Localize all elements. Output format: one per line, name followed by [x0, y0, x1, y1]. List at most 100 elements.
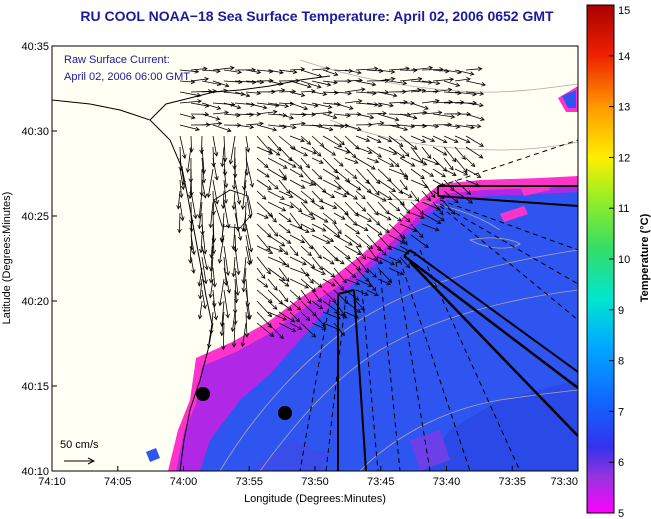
current-vector	[289, 234, 305, 243]
current-vector	[443, 69, 462, 73]
current-vector-head	[231, 272, 237, 278]
current-vector-head	[195, 126, 200, 132]
current-vector	[223, 113, 240, 116]
current-vector	[201, 223, 206, 254]
current-vector-head	[307, 251, 312, 257]
current-vector-head	[294, 251, 299, 257]
current-vector-head	[449, 77, 455, 82]
current-vector	[311, 190, 323, 203]
current-vector	[454, 179, 471, 195]
current-vector	[212, 267, 216, 287]
current-vector	[355, 80, 376, 86]
current-vector	[256, 245, 273, 254]
current-vector-head	[368, 244, 374, 250]
current-vector	[421, 124, 439, 127]
current-vector	[377, 146, 397, 155]
current-vector	[443, 146, 457, 162]
current-vector-head	[275, 151, 281, 156]
current-vector	[377, 102, 394, 107]
current-vector-head	[285, 189, 291, 195]
y-tick-label: 40:20	[21, 296, 49, 308]
current-vector	[190, 256, 195, 274]
current-vector-head	[208, 223, 214, 229]
current-vector-head	[212, 89, 218, 94]
current-vector	[311, 245, 322, 259]
current-vector	[410, 179, 429, 188]
current-vector	[333, 91, 352, 94]
current-vector-head	[302, 261, 307, 266]
current-vector	[421, 100, 440, 104]
current-vector-head	[325, 239, 331, 244]
current-vector	[245, 91, 261, 94]
current-vector	[377, 113, 399, 121]
current-vector	[388, 256, 401, 263]
current-vector-head	[351, 273, 357, 279]
current-vector-head	[466, 77, 471, 82]
current-vector-head	[390, 69, 396, 74]
current-vector	[245, 102, 267, 109]
current-vector	[333, 113, 351, 117]
current-vector-head	[389, 162, 395, 167]
current-vector	[366, 289, 379, 296]
current-vector	[201, 157, 205, 183]
current-vector-head	[200, 231, 205, 236]
current-vector-head	[447, 87, 453, 93]
current-vector	[388, 135, 404, 147]
current-vector	[344, 256, 361, 271]
current-vector	[366, 168, 381, 184]
current-vector	[212, 135, 218, 156]
current-vector-head	[338, 162, 344, 167]
current-vector	[300, 212, 316, 220]
current-vectors	[176, 65, 487, 351]
current-vector-head	[267, 312, 273, 318]
current-vector-head	[283, 297, 289, 303]
current-vector	[221, 146, 225, 167]
current-vector	[399, 89, 421, 93]
current-vector	[256, 157, 269, 168]
current-vector	[212, 80, 229, 87]
current-vector-head	[291, 327, 297, 332]
current-vector-head	[334, 308, 340, 314]
current-vector-head	[457, 90, 462, 96]
current-vector-head	[261, 274, 266, 280]
current-vector	[210, 201, 214, 228]
current-vector-head	[335, 175, 340, 180]
current-vector-head	[367, 282, 373, 287]
current-vector	[355, 157, 376, 170]
current-vector	[223, 201, 230, 228]
current-vector	[432, 135, 447, 143]
current-vector	[208, 322, 214, 348]
current-vector	[278, 212, 292, 223]
current-vector-head	[309, 279, 314, 284]
current-vector-head	[327, 104, 333, 109]
current-vector-head	[180, 216, 185, 222]
current-label-2: April 02, 2006 06:00 GMT	[64, 71, 190, 83]
current-vector	[311, 201, 324, 210]
current-vector-head	[274, 185, 279, 190]
current-vector-head	[353, 159, 359, 164]
current-vector-head	[460, 100, 465, 105]
current-vector	[443, 91, 462, 94]
current-vector-head	[298, 224, 303, 230]
current-vector-head	[205, 122, 211, 128]
current-vector	[289, 80, 312, 88]
current-vector	[344, 300, 361, 313]
current-vector-head	[403, 175, 409, 181]
current-vector-head	[217, 121, 223, 126]
current-vector	[245, 234, 252, 264]
current-vector	[233, 190, 236, 210]
current-vector	[410, 124, 427, 127]
current-vector	[388, 267, 404, 275]
current-vector-head	[434, 161, 440, 166]
current-vector-head	[288, 193, 294, 198]
current-vector-head	[360, 87, 366, 92]
current-vector-head	[224, 83, 230, 88]
current-vector	[267, 124, 287, 128]
current-vector	[233, 256, 236, 277]
current-vector	[454, 190, 473, 204]
current-vector-head	[263, 163, 269, 169]
current-vector	[256, 124, 277, 131]
current-vector	[366, 234, 381, 252]
current-vector	[421, 201, 441, 211]
current-vector	[300, 201, 313, 216]
